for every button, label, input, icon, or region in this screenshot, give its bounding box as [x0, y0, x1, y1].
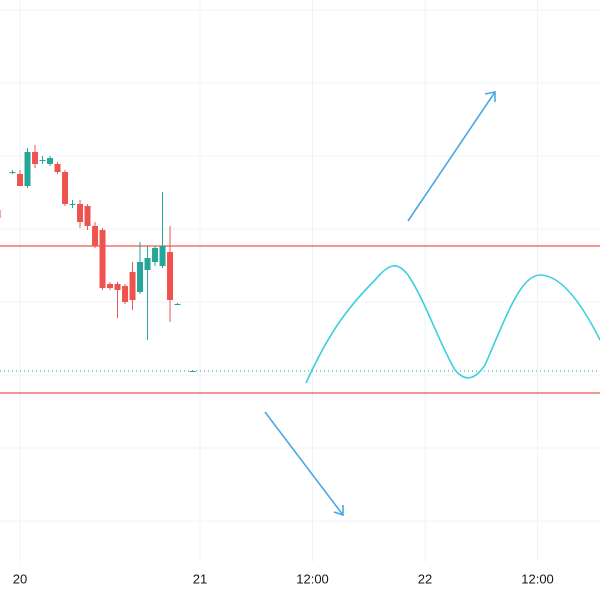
horizontal-grid [0, 9, 600, 522]
candle-body [32, 152, 39, 164]
candle-body [152, 248, 159, 262]
candle-body [62, 172, 69, 204]
candle-body [159, 246, 166, 266]
candle-body [174, 304, 181, 305]
candle-body [0, 210, 1, 218]
candle-body [114, 284, 121, 290]
candle-body [189, 371, 196, 372]
candle-body [99, 230, 106, 288]
x-tick-label: 20 [13, 571, 27, 586]
x-tick-label: 21 [193, 571, 207, 586]
x-tick-label: 12:00 [521, 571, 554, 586]
candle-body [17, 174, 24, 186]
candle-body [144, 258, 151, 270]
candle-body [24, 152, 31, 186]
candle-body [167, 252, 174, 300]
arrow-down [264, 411, 344, 517]
x-tick-label: 22 [418, 571, 432, 586]
candle-body [54, 164, 61, 172]
x-tick-label: 12:00 [296, 571, 329, 586]
candle-body [39, 160, 46, 161]
candle-body [122, 286, 129, 302]
candle-body [77, 204, 84, 222]
candle-body [92, 226, 99, 246]
candle-body [107, 284, 114, 288]
candle-body [137, 262, 144, 292]
candle-body [129, 272, 136, 300]
candle-body [47, 158, 54, 164]
wave-drawing [305, 265, 600, 384]
candle-body [84, 206, 91, 226]
candle-body [9, 172, 16, 173]
arrow-up [407, 91, 496, 222]
candle-body [69, 204, 76, 205]
